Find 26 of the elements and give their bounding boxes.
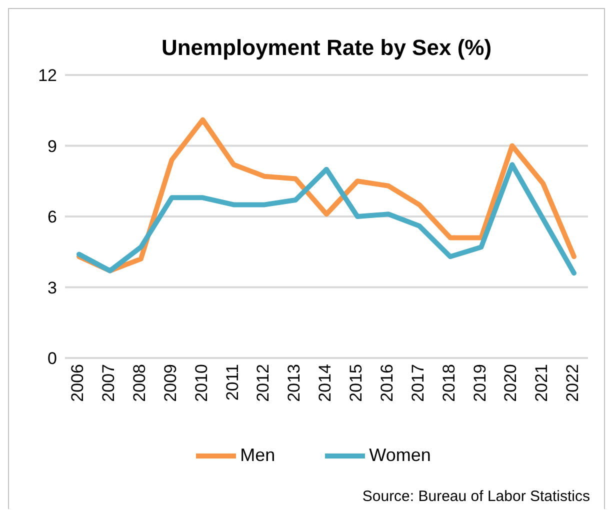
x-tick-label: 2014 <box>316 364 335 402</box>
chart-title: Unemployment Rate by Sex (%) <box>160 35 493 61</box>
x-tick-label: 2006 <box>68 364 88 402</box>
legend-label: Women <box>369 444 431 465</box>
source-note: Source: Bureau of Labor Statistics <box>362 488 590 505</box>
x-tick-label: 2008 <box>130 364 149 402</box>
y-tick-label: 9 <box>48 136 57 156</box>
x-tick-label: 2013 <box>284 364 304 402</box>
x-tick-label: 2016 <box>377 364 396 402</box>
y-tick-label: 0 <box>48 349 57 368</box>
x-tick-label: 2009 <box>160 364 180 402</box>
x-tick-label: 2007 <box>99 364 118 402</box>
x-tick-label: 2020 <box>501 364 520 402</box>
x-tick-label: 2018 <box>439 364 458 402</box>
x-tick-label: 2011 <box>222 364 242 401</box>
x-tick-label: 2022 <box>563 364 582 402</box>
y-tick-label: 6 <box>48 208 57 227</box>
x-tick-label: 2019 <box>470 364 490 402</box>
x-tick-label: 2015 <box>346 364 366 402</box>
x-tick-label: 2012 <box>254 364 273 402</box>
x-tick-label: 2010 <box>192 364 211 402</box>
legend-label: Men <box>240 444 276 465</box>
y-tick-label: 3 <box>48 278 57 298</box>
x-tick-label: 2021 <box>532 364 552 402</box>
y-tick-label: 12 <box>38 66 57 86</box>
x-tick-label: 2017 <box>408 364 428 402</box>
